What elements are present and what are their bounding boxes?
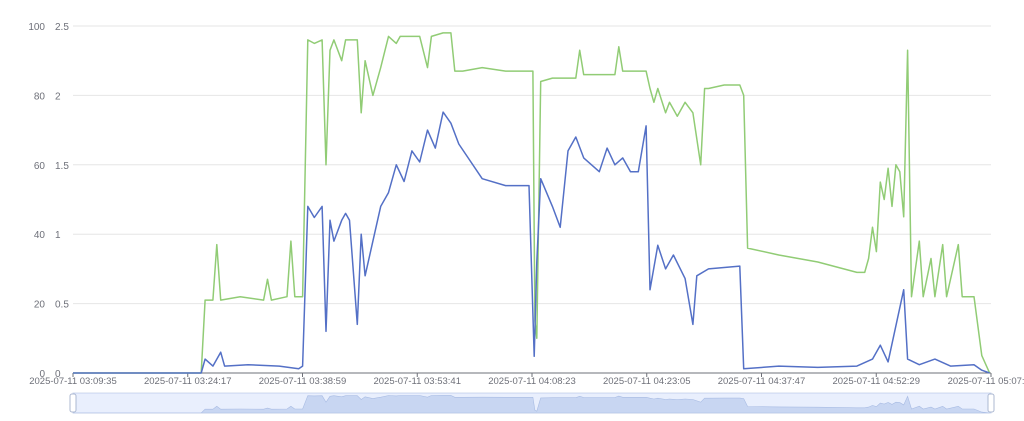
x-tick-label: 2025-07-11 04:52:29 [832, 376, 920, 387]
y-right-tick-label: 1.5 [55, 161, 69, 172]
y-left-tick-label: 40 [34, 230, 46, 241]
y-left-tick-label: 0 [39, 369, 45, 380]
x-tick-label: 2025-07-11 05:07:11 [948, 376, 1024, 387]
x-axis: 2025-07-11 03:09:35 2025-07-11 03:24:17 20… [29, 373, 1024, 387]
data-zoom-slider[interactable] [69, 392, 995, 414]
y-axis-right: 0 0.5 1 1.5 2 2.5 [55, 22, 69, 380]
zoom-handle-right[interactable] [987, 393, 995, 413]
y-axis-left: 0 20 40 60 80 100 [28, 22, 45, 380]
y-right-tick-label: 0.5 [55, 300, 69, 311]
y-right-tick-label: 1 [55, 230, 61, 241]
y-left-tick-label: 100 [28, 22, 45, 33]
gridlines [73, 25, 991, 374]
y-left-tick-label: 80 [34, 91, 46, 102]
y-right-tick-label: 2.5 [55, 22, 69, 33]
x-tick-label: 2025-07-11 04:23:05 [603, 376, 691, 387]
y-left-tick-label: 60 [34, 161, 46, 172]
x-tick-label: 2025-07-11 03:09:35 [29, 376, 117, 387]
zoom-preview [73, 395, 990, 414]
x-tick-label: 2025-07-11 03:53:41 [373, 376, 461, 387]
y-left-tick-label: 20 [34, 300, 46, 311]
y-right-tick-label: 2 [55, 91, 61, 102]
y-right-tick-label: 0 [55, 369, 61, 380]
series-line-1 [73, 32, 991, 374]
zoom-handle-left[interactable] [69, 393, 77, 413]
zoom-selection[interactable] [73, 393, 991, 413]
x-tick-label: 2025-07-11 03:24:17 [144, 376, 232, 387]
series-lines [73, 32, 991, 374]
x-tick-label: 2025-07-11 03:38:59 [259, 376, 347, 387]
x-tick-label: 2025-07-11 04:37:47 [718, 376, 806, 387]
x-tick-label: 2025-07-11 04:08:23 [488, 376, 576, 387]
series-line-2 [73, 111, 990, 374]
